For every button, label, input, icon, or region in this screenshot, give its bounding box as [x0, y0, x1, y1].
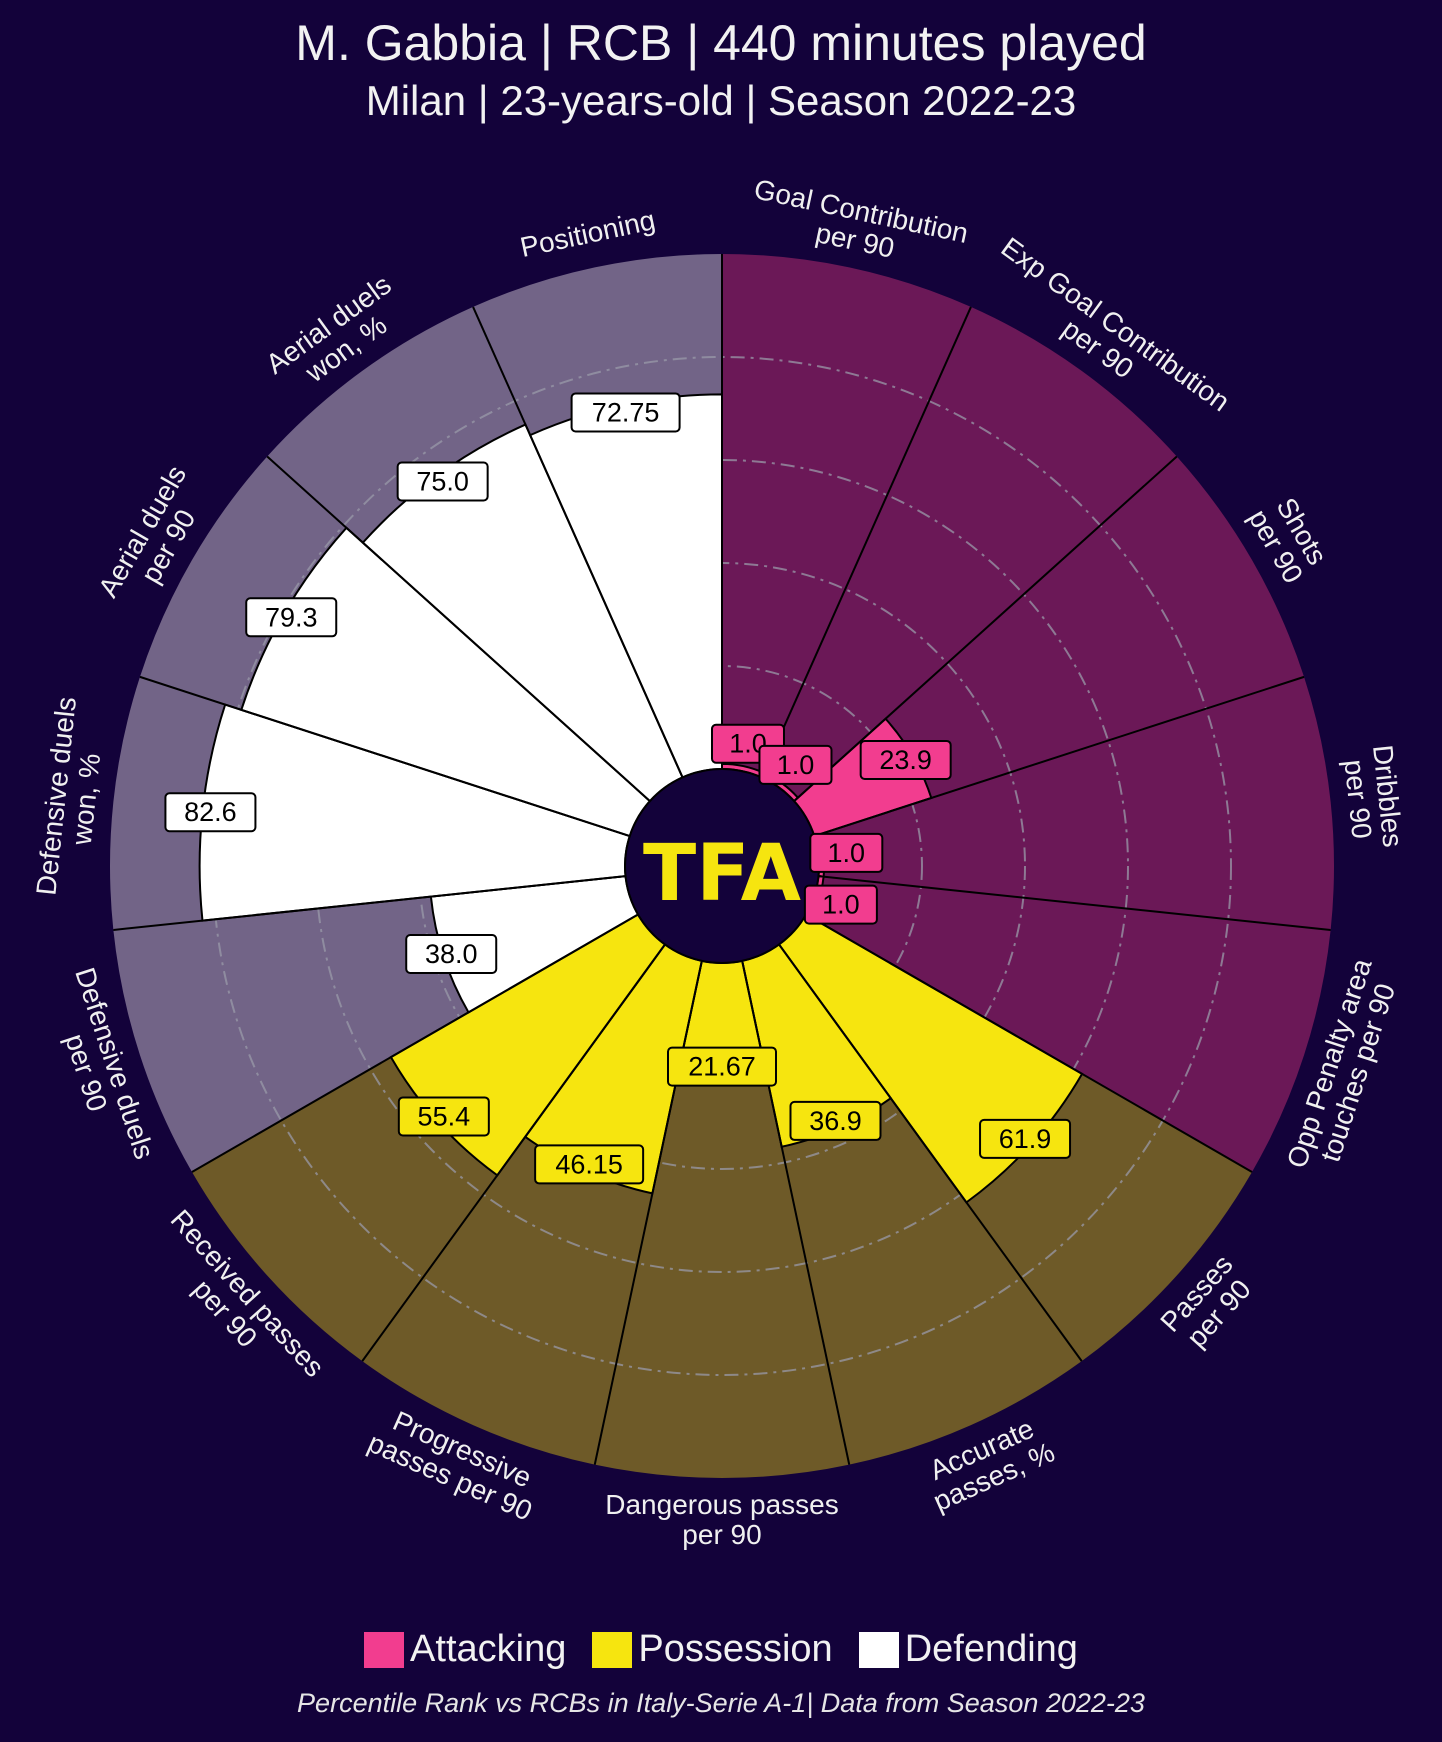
- legend-label-defending: Defending: [904, 1628, 1078, 1670]
- separator-line: [113, 875, 626, 931]
- category-label-dribbles-per-90: Dribblesper 90: [1337, 743, 1408, 852]
- value-label-box: [979, 1118, 1072, 1159]
- bg-slice-exp-goal-contribution-per-90: [761, 306, 1177, 802]
- separator-line: [139, 675, 631, 837]
- value-label-text: 55.4: [418, 1101, 471, 1131]
- value-label-accurate-passes: 36.9: [789, 1100, 882, 1141]
- value-label-text: 61.9: [999, 1124, 1052, 1154]
- separator-line: [472, 306, 684, 778]
- value-label-aerial-duels-per-90: 79.3: [245, 597, 338, 638]
- value-label-received-passes-per-90: 55.4: [397, 1096, 490, 1137]
- value-label-box: [809, 832, 884, 873]
- value-label-box: [245, 597, 338, 638]
- value-label-text: 1.0: [777, 750, 815, 780]
- value-label-text: 72.75: [592, 397, 660, 427]
- value-label-box: [803, 884, 878, 925]
- value-label-text: 82.6: [184, 797, 237, 827]
- value-label-opp-penalty-area-touches-per-90: 1.0: [803, 884, 878, 925]
- value-label-text: 75.0: [416, 467, 469, 497]
- legend-swatch-attacking: [364, 1631, 405, 1668]
- value-label-text: 23.9: [879, 745, 932, 775]
- separator-line: [805, 913, 1253, 1173]
- category-label-defensive-duels-won: Defensive duelswon, %: [30, 695, 111, 900]
- value-label-positioning: 72.75: [570, 392, 681, 433]
- legend: Attacking Possession Defending: [0, 1628, 1442, 1671]
- center-logo: TFA: [624, 768, 820, 964]
- slice-separators: [113, 254, 1331, 1465]
- legend-label-attacking: Attacking: [410, 1628, 567, 1670]
- separator-line: [813, 675, 1305, 837]
- value-label-shots-per-90: 23.9: [859, 739, 952, 780]
- bg-slice-dangerous-passes-per-90: [594, 960, 850, 1479]
- value-label-box: [758, 744, 833, 785]
- value-label-text: 21.67: [688, 1052, 756, 1082]
- bg-slice-opp-penalty-area-touches-per-90: [806, 876, 1331, 1172]
- value-label-box: [164, 792, 257, 833]
- value-label-box: [570, 392, 681, 433]
- value-label-defensive-duels-per-90: 38.0: [405, 933, 498, 974]
- separator-line: [778, 943, 1083, 1362]
- separator-line: [760, 306, 972, 778]
- legend-swatch-possession: [592, 1631, 633, 1668]
- value-label-defensive-duels-won: 82.6: [164, 792, 257, 833]
- separator-line: [741, 960, 851, 1465]
- value-label-dribbles-per-90: 1.0: [809, 832, 884, 873]
- separator-line: [191, 913, 639, 1173]
- value-labels: 1.01.0 23.91.01.061.936.921.6746.1555.438…: [164, 392, 1072, 1185]
- value-label-exp-goal-contribution-per-90: 1.0: [758, 744, 833, 785]
- chart-subtitle: Milan | 23-years-old | Season 2022-23: [365, 77, 1077, 124]
- value-label-aerial-duels-won: 75.0: [396, 461, 489, 502]
- separator-line: [361, 943, 666, 1362]
- value-label-passes-per-90: 61.9: [979, 1118, 1072, 1159]
- separator-line: [266, 455, 651, 802]
- value-label-box: [667, 1046, 777, 1087]
- separator-line: [818, 875, 1331, 931]
- value-label-progressive-passes-per-90: 46.15: [534, 1144, 645, 1185]
- value-label-box: [396, 461, 489, 502]
- value-label-box: [859, 739, 952, 780]
- category-label-positioning: Positioning: [517, 204, 657, 263]
- value-label-text: 38.0: [425, 939, 478, 969]
- value-label-dangerous-passes-per-90: 21.67: [667, 1046, 777, 1087]
- legend-item-defending: Defending: [858, 1628, 1078, 1671]
- legend-label-possession: Possession: [638, 1628, 833, 1670]
- legend-item-attacking: Attacking: [364, 1628, 566, 1671]
- value-label-text: 36.9: [809, 1106, 862, 1136]
- grid-ring: [315, 459, 1129, 1273]
- value-label-text: 79.3: [265, 602, 318, 632]
- legend-item-possession: Possession: [592, 1628, 833, 1671]
- value-label-text: 46.15: [555, 1149, 623, 1179]
- category-label-dangerous-passes-per-90: Dangerous passes per 90: [605, 1489, 838, 1550]
- value-label-box: [789, 1100, 882, 1141]
- value-label-box: [397, 1096, 490, 1137]
- separator-line: [793, 455, 1178, 802]
- tfa-logo-text: TFA: [643, 829, 801, 919]
- grid-ring: [521, 665, 923, 1067]
- chart-title: M. Gabbia | RCB | 440 minutes played: [295, 15, 1147, 71]
- value-label-box: [534, 1144, 645, 1185]
- value-label-box: [405, 933, 498, 974]
- legend-swatch-defending: [858, 1631, 899, 1668]
- value-label-text: 1.0: [822, 890, 860, 920]
- footnote: Percentile Rank vs RCBs in Italy-Serie A…: [297, 1688, 1145, 1718]
- bg-slice-goal-contribution-per-90: [722, 254, 971, 778]
- value-label-text: 1.0: [828, 838, 866, 868]
- separator-line: [593, 960, 703, 1465]
- bg-slice-dribbles-per-90: [814, 676, 1334, 930]
